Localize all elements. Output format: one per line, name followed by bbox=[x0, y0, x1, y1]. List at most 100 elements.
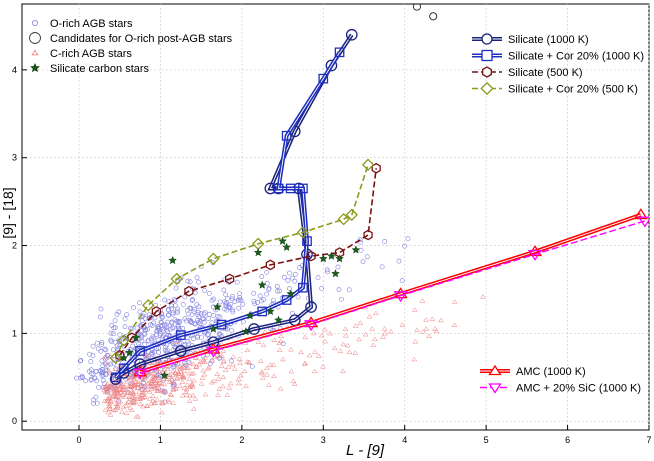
o-rich-agb-point bbox=[324, 267, 330, 273]
c-rich-agb-point bbox=[342, 326, 349, 331]
c-rich-agb-point bbox=[127, 390, 134, 396]
c-rich-agb-point bbox=[114, 393, 120, 399]
o-rich-agb-point bbox=[396, 258, 402, 264]
c-rich-agb-point bbox=[148, 400, 154, 406]
o-rich-agb-point bbox=[149, 350, 155, 355]
c-rich-agb-point bbox=[139, 403, 146, 409]
c-rich-agb-point bbox=[135, 379, 142, 384]
o-rich-agb-point bbox=[227, 305, 233, 311]
o-rich-agb-point bbox=[297, 265, 302, 271]
o-rich-agb-point bbox=[295, 294, 301, 300]
o-rich-agb-point bbox=[99, 339, 105, 345]
c-rich-agb-point bbox=[290, 378, 297, 383]
o-rich-agb-point bbox=[93, 369, 99, 374]
y-tick-label: 1 bbox=[12, 328, 17, 338]
c-rich-agb-point bbox=[302, 334, 308, 340]
o-rich-agb-point bbox=[156, 325, 162, 331]
c-rich-agb-point bbox=[117, 399, 124, 404]
c-rich-agb-point bbox=[131, 395, 138, 400]
o-rich-agb-point bbox=[168, 326, 174, 332]
c-rich-agb-point bbox=[214, 371, 221, 377]
o-rich-agb-point bbox=[209, 297, 215, 303]
c-rich-agb-point bbox=[184, 382, 190, 387]
o-rich-agb-point bbox=[198, 311, 204, 316]
legend-entry: AMC (1000 K) bbox=[480, 364, 586, 378]
silicate-carbon-star-point bbox=[351, 245, 361, 254]
o-rich-agb-point bbox=[143, 327, 149, 333]
silicate-carbon-star-point bbox=[278, 236, 287, 245]
c-rich-agb-point bbox=[480, 294, 486, 299]
series-point bbox=[142, 299, 155, 312]
c-rich-agb-point bbox=[104, 388, 111, 393]
o-rich-agb-point bbox=[195, 311, 201, 317]
o-rich-agb-point bbox=[117, 332, 123, 338]
c-rich-agb-point bbox=[451, 299, 458, 304]
o-rich-agb-point bbox=[139, 318, 145, 324]
legend-entry: C-rich AGB stars bbox=[31, 48, 132, 60]
o-rich-agb-point bbox=[131, 305, 136, 311]
c-rich-agb-point bbox=[106, 406, 113, 411]
silicate-carbon-star-point bbox=[327, 251, 336, 260]
c-rich-agb-point bbox=[186, 370, 192, 376]
c-rich-agb-point bbox=[107, 412, 114, 417]
c-rich-agb-point bbox=[150, 382, 157, 388]
c-rich-agb-point bbox=[103, 398, 110, 404]
o-rich-agb-point bbox=[229, 296, 235, 302]
o-rich-agb-point bbox=[195, 317, 201, 323]
c-rich-agb-point bbox=[187, 384, 193, 390]
c-rich-agb-point bbox=[102, 407, 109, 412]
c-rich-agb-point bbox=[200, 367, 206, 373]
o-rich-agb-point bbox=[136, 341, 142, 347]
o-rich-agb-point bbox=[88, 377, 94, 383]
c-rich-agb-point bbox=[237, 360, 243, 365]
c-rich-agb-point bbox=[107, 384, 114, 389]
c-rich-agb-point bbox=[225, 364, 232, 369]
series-point bbox=[110, 372, 121, 383]
c-rich-agb-point bbox=[187, 383, 194, 388]
o-rich-agb-point bbox=[90, 343, 96, 349]
c-rich-agb-point bbox=[170, 400, 177, 405]
o-rich-agb-point bbox=[358, 247, 364, 253]
o-rich-agb-point bbox=[137, 331, 142, 337]
c-rich-agb-point bbox=[429, 316, 436, 321]
c-rich-agb-point bbox=[154, 388, 161, 394]
c-rich-agb-point bbox=[128, 407, 135, 413]
y-tick-label: 4 bbox=[12, 65, 17, 75]
o-rich-agb-point bbox=[166, 313, 171, 318]
o-rich-agb-point bbox=[266, 286, 272, 292]
y-tick-label: 2 bbox=[12, 241, 17, 251]
c-rich-agb-point bbox=[381, 325, 388, 331]
o-rich-agb-point bbox=[274, 288, 280, 294]
c-rich-agb-point bbox=[107, 398, 114, 403]
c-rich-agb-point bbox=[278, 338, 284, 343]
o-rich-agb-point bbox=[194, 302, 200, 308]
o-rich-agb-point bbox=[159, 314, 165, 320]
series-point bbox=[264, 182, 277, 195]
o-rich-agb-point bbox=[230, 309, 236, 315]
o-rich-agb-point bbox=[172, 303, 178, 309]
o-rich-agb-point bbox=[176, 324, 181, 330]
o-rich-agb-point bbox=[402, 243, 408, 249]
c-rich-agb-point bbox=[129, 369, 136, 375]
c-rich-agb-point bbox=[110, 393, 116, 398]
c-rich-agb-point bbox=[141, 375, 148, 381]
c-rich-agb-point bbox=[156, 369, 163, 375]
o-rich-agb-point bbox=[223, 292, 229, 298]
o-rich-agb-point bbox=[177, 318, 183, 324]
o-rich-agb-point bbox=[114, 343, 120, 349]
c-rich-agb-point bbox=[206, 364, 212, 370]
c-rich-agb-point bbox=[192, 396, 199, 401]
o-rich-agb-point bbox=[116, 337, 122, 343]
o-rich-agb-point bbox=[221, 287, 227, 293]
o-rich-agb-point bbox=[164, 327, 170, 333]
o-rich-agb-point bbox=[217, 332, 223, 337]
x-tick-label: 6 bbox=[565, 435, 570, 445]
o-rich-agb-point bbox=[237, 297, 243, 302]
o-rich-agb-point bbox=[274, 283, 280, 289]
c-rich-agb-point bbox=[125, 399, 132, 404]
c-rich-agb-point bbox=[352, 350, 359, 355]
c-rich-agb-point bbox=[172, 384, 179, 390]
silicate-carbon-star-point bbox=[282, 242, 291, 251]
o-rich-agb-point bbox=[91, 401, 96, 406]
o-rich-agb-point bbox=[122, 324, 128, 330]
